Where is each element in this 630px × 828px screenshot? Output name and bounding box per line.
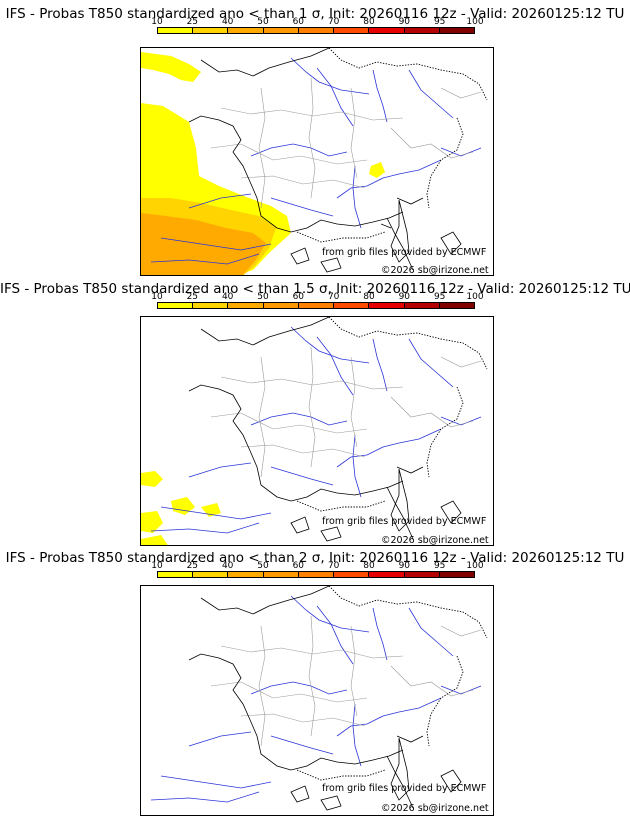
- france-map: from grib files provided by ECMWF ©2026 …: [140, 47, 494, 276]
- scale-segment: [193, 303, 229, 308]
- scale-segment: [439, 303, 474, 308]
- scale-tick: 60: [292, 292, 305, 302]
- scale-segment: [228, 572, 264, 577]
- scale-tick: 10: [151, 561, 163, 571]
- copyright-label: ©2026 sb@irizone.net: [381, 265, 489, 276]
- probability-color-scale: 10 25 40 50 60 70 80 90 95 100: [151, 561, 484, 578]
- scale-tick: 40: [221, 561, 234, 571]
- scale-tick: 95: [433, 561, 446, 571]
- regional-borders: [210, 615, 482, 747]
- scale-tick: 25: [186, 17, 199, 27]
- scale-tick: 95: [433, 292, 446, 302]
- rivers: [150, 57, 482, 265]
- scale-tick: 100: [466, 561, 484, 571]
- probability-color-scale: 10 25 40 50 60 70 80 90 95 100: [151, 17, 484, 34]
- scale-segment: [439, 572, 474, 577]
- scale-segment: [404, 572, 440, 577]
- scale-segment: [263, 28, 299, 33]
- rivers: [150, 595, 482, 803]
- national-borders: [296, 586, 488, 781]
- scale-tick: 50: [257, 561, 269, 571]
- scale-segment: [404, 303, 440, 308]
- scale-segment: [439, 28, 474, 33]
- scale-ticks: 10 25 40 50 60 70 80 90 95 100: [151, 292, 483, 302]
- france-map: from grib files provided by ECMWF ©2026 …: [140, 585, 494, 816]
- france-map: from grib files provided by ECMWF ©2026 …: [140, 316, 494, 546]
- probability-areas: [141, 471, 221, 545]
- data-source-credit: from grib files provided by ECMWF: [322, 247, 487, 258]
- map-panel-3: IFS - Probas T850 standardized ano < tha…: [0, 543, 630, 819]
- scale-tick: 70: [327, 17, 340, 27]
- scale-segment: [298, 303, 335, 308]
- scale-segment: [263, 572, 299, 577]
- scale-segment: [193, 28, 229, 33]
- scale-segment: [263, 303, 299, 308]
- probability-areas: [141, 52, 385, 275]
- scale-segment: [334, 28, 370, 33]
- scale-segment: [298, 28, 335, 33]
- scale-tick: 95: [433, 17, 446, 27]
- scale-tick: 90: [398, 292, 411, 302]
- scale-bar: [157, 27, 475, 34]
- scale-tick: 60: [292, 17, 305, 27]
- scale-segment: [334, 303, 370, 308]
- scale-tick: 40: [221, 292, 234, 302]
- scale-tick: 70: [327, 561, 340, 571]
- scale-segment: [369, 572, 405, 577]
- scale-segment: [369, 303, 405, 308]
- scale-tick: 100: [466, 17, 484, 27]
- scale-bar: [157, 302, 475, 309]
- copyright-label: ©2026 sb@irizone.net: [381, 803, 489, 814]
- scale-tick: 50: [257, 17, 269, 27]
- scale-tick: 70: [327, 292, 340, 302]
- scale-segment: [228, 303, 264, 308]
- scale-tick: 80: [363, 561, 375, 571]
- scale-tick: 10: [151, 292, 163, 302]
- panel-title: IFS - Probas T850 standardized ano < tha…: [5, 550, 625, 566]
- scale-segment: [228, 28, 264, 33]
- map-panel-1: IFS - Probas T850 standardized ano < tha…: [0, 0, 630, 276]
- national-borders: [296, 317, 488, 512]
- regional-borders: [210, 77, 482, 209]
- scale-tick: 25: [186, 561, 199, 571]
- map-drawing: [141, 48, 488, 275]
- scale-ticks: 10 25 40 50 60 70 80 90 95 100: [151, 17, 483, 27]
- scale-tick: 60: [292, 561, 305, 571]
- copyright-label: ©2026 sb@irizone.net: [381, 535, 489, 546]
- scale-segment: [404, 28, 440, 33]
- scale-tick: 80: [363, 17, 375, 27]
- scale-bar: [157, 571, 475, 578]
- scale-segment: [158, 28, 194, 33]
- scale-tick: 90: [398, 17, 411, 27]
- coastline: [188, 317, 462, 542]
- panel-title: IFS - Probas T850 standardized ano < tha…: [0, 281, 630, 297]
- map-panel-2: IFS - Probas T850 standardized ano < tha…: [0, 274, 630, 550]
- coastline: [188, 48, 462, 273]
- rivers: [150, 326, 482, 534]
- national-borders: [296, 48, 488, 243]
- scale-tick: 90: [398, 561, 411, 571]
- scale-segment: [298, 572, 335, 577]
- map-drawing: [141, 317, 488, 545]
- scale-segment: [158, 303, 194, 308]
- scale-segment: [193, 572, 229, 577]
- regional-borders: [210, 346, 482, 478]
- data-source-credit: from grib files provided by ECMWF: [322, 783, 487, 794]
- scale-tick: 10: [151, 17, 163, 27]
- scale-segment: [334, 572, 370, 577]
- scale-segment: [158, 572, 194, 577]
- scale-tick: 25: [186, 292, 199, 302]
- panel-title: IFS - Probas T850 standardized ano < tha…: [5, 6, 625, 22]
- data-source-credit: from grib files provided by ECMWF: [322, 516, 487, 527]
- scale-tick: 100: [466, 292, 484, 302]
- scale-segment: [369, 28, 405, 33]
- probability-color-scale: 10 25 40 50 60 70 80 90 95 100: [151, 292, 484, 309]
- scale-tick: 50: [257, 292, 269, 302]
- map-drawing: [150, 586, 488, 811]
- scale-ticks: 10 25 40 50 60 70 80 90 95 100: [151, 561, 483, 571]
- coastline: [188, 586, 462, 811]
- scale-tick: 40: [221, 17, 234, 27]
- scale-tick: 80: [363, 292, 375, 302]
